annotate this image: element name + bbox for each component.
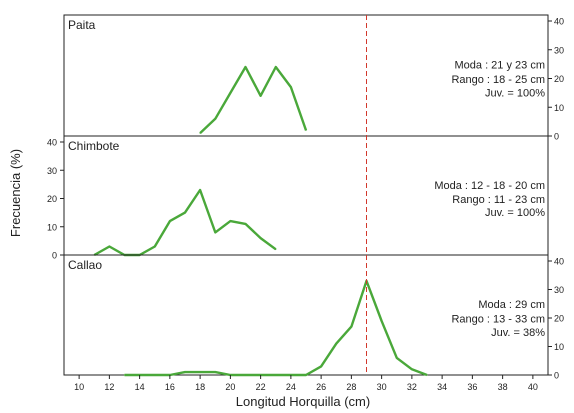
panel-annotation: Moda : 12 - 18 - 20 cm xyxy=(434,180,545,192)
x-tick-label: 38 xyxy=(498,382,508,392)
x-tick-label: 34 xyxy=(437,382,447,392)
panel-annotation: Rango : 13 - 33 cm xyxy=(451,314,545,326)
panel-title-callao: Callao xyxy=(68,258,102,272)
data-point xyxy=(244,374,247,376)
y-tick-label: 30 xyxy=(554,45,564,55)
x-tick-label: 26 xyxy=(316,382,326,392)
x-tick-label: 36 xyxy=(467,382,477,392)
data-point xyxy=(214,118,216,120)
data-point xyxy=(350,325,352,328)
x-tick-label: 18 xyxy=(195,382,205,392)
data-point xyxy=(244,66,247,68)
y-tick-label: 10 xyxy=(554,342,564,352)
panel-callao: 0 10 20 30 40 Callao Moda : 29 cm Rango : 13 - … xyxy=(63,254,564,381)
data-point xyxy=(199,371,201,373)
x-tick-label: 20 xyxy=(225,382,235,392)
data-point xyxy=(275,248,277,250)
data-point xyxy=(154,374,156,376)
data-point xyxy=(260,237,262,239)
x-tick-label: 12 xyxy=(104,382,114,392)
y-tick-label: 20 xyxy=(554,314,564,324)
panel-paita: 0 10 20 30 40 Paita Moda : 21 y 23 cm Rango : 1… xyxy=(63,14,564,142)
data-point xyxy=(108,245,110,248)
data-point xyxy=(123,374,126,376)
panel-title-chimbote: Chimbote xyxy=(68,139,120,153)
panel-chimbote: 0 10 20 30 40 Chimbote Moda : 12 - 18 - 20 cm R… xyxy=(47,135,549,261)
panel-annotation: Juv. = 100% xyxy=(485,87,545,99)
data-point xyxy=(305,129,307,131)
data-point xyxy=(275,374,277,376)
data-point xyxy=(199,189,201,191)
data-point xyxy=(305,374,307,376)
x-tick-label: 40 xyxy=(528,382,538,392)
x-tick-label: 28 xyxy=(346,382,356,392)
data-point xyxy=(214,371,216,373)
data-point xyxy=(244,223,247,225)
panel-annotation: Juv. = 100% xyxy=(485,207,545,219)
x-tick-label: 24 xyxy=(286,382,296,392)
data-point xyxy=(184,212,186,214)
data-point xyxy=(275,66,277,68)
data-point xyxy=(169,220,171,222)
y-tick-label: 0 xyxy=(554,132,559,142)
data-point xyxy=(411,368,413,370)
y-tick-label: 40 xyxy=(554,257,564,267)
x-tick-label: 22 xyxy=(256,382,266,392)
y-tick-label: 40 xyxy=(554,17,564,27)
data-point xyxy=(154,245,156,248)
data-point xyxy=(381,320,383,322)
series-line-paita xyxy=(199,65,308,134)
data-point xyxy=(320,365,322,368)
y-tick-label: 30 xyxy=(47,166,57,176)
data-point xyxy=(290,86,292,88)
data-point xyxy=(335,343,337,345)
panel-annotation: Juv. = 38% xyxy=(491,327,545,339)
chart-panels: 0 10 20 30 40 Paita Moda : 21 y 23 cm Rango : 1… xyxy=(47,14,564,381)
y-tick-label: 10 xyxy=(554,103,564,113)
data-point xyxy=(184,371,186,373)
y-tick-label: 0 xyxy=(52,251,57,261)
x-axis-label: Longitud Horquilla (cm) xyxy=(236,394,370,409)
data-point xyxy=(199,132,201,134)
x-axis: 10 12 14 16 18 20 22 24 26 28 30 32 34 36 38 40 xyxy=(74,375,538,392)
x-tick-label: 14 xyxy=(135,382,145,392)
x-tick-label: 10 xyxy=(74,382,84,392)
y-tick-label: 40 xyxy=(47,138,57,148)
data-point xyxy=(229,220,231,222)
y-tick-label: 0 xyxy=(554,371,559,381)
data-point xyxy=(229,92,231,94)
panel-annotation: Rango : 18 - 25 cm xyxy=(451,74,545,86)
y-tick-label: 20 xyxy=(554,74,564,84)
x-tick-label: 16 xyxy=(165,382,175,392)
y-axis-label: Frecuencia (%) xyxy=(8,149,23,237)
panel-annotation: Moda : 21 y 23 cm xyxy=(455,60,546,72)
y-tick-label: 30 xyxy=(554,285,564,295)
panel-annotation: Moda : 29 cm xyxy=(478,299,545,311)
panel-annotation: Rango : 11 - 23 cm xyxy=(452,194,545,206)
y-tick-label: 20 xyxy=(47,194,57,204)
series-line-callao xyxy=(124,279,428,377)
y-tick-label: 10 xyxy=(47,222,57,232)
data-point xyxy=(426,374,428,376)
x-tick-label: 30 xyxy=(377,382,387,392)
data-point xyxy=(260,95,262,97)
series-line-chimbote xyxy=(93,188,277,257)
data-point xyxy=(396,357,398,359)
data-point xyxy=(214,231,216,233)
x-tick-label: 32 xyxy=(407,382,417,392)
panel-title-paita: Paita xyxy=(68,18,96,32)
